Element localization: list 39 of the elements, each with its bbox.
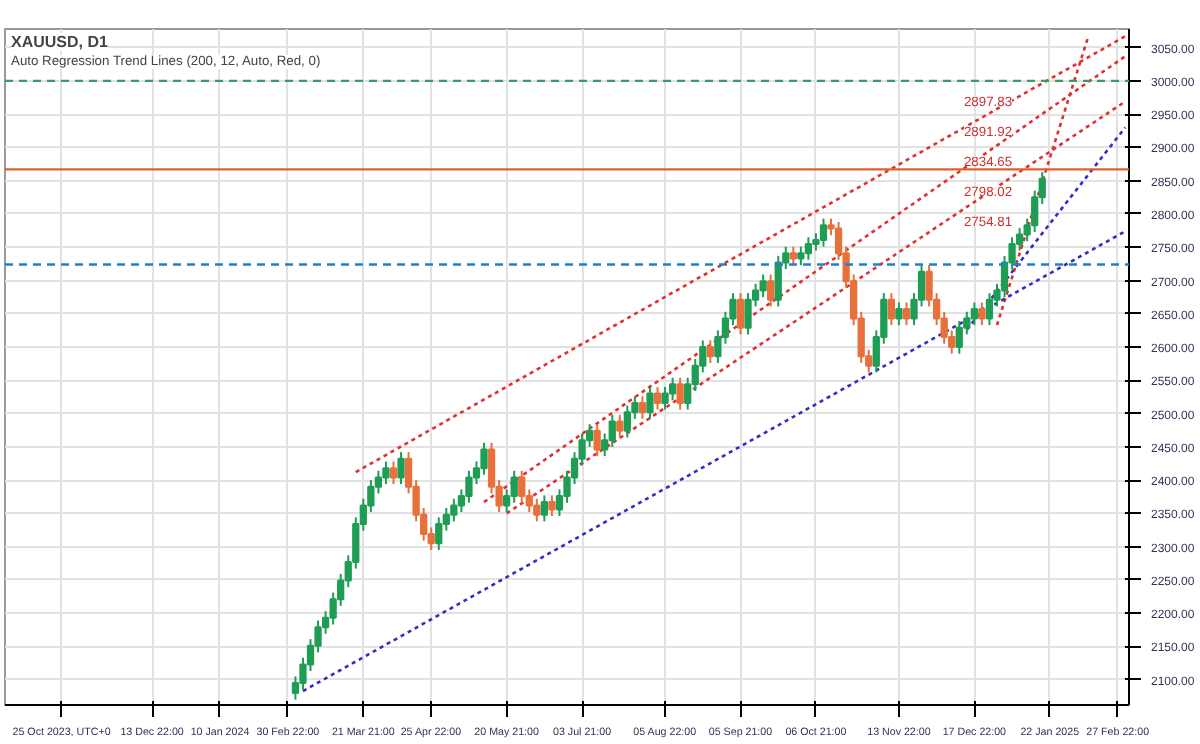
candlestick — [887, 292, 896, 327]
candlestick — [518, 469, 526, 504]
candlestick — [759, 273, 767, 299]
candlestick — [608, 413, 616, 448]
candlestick — [480, 441, 488, 476]
candlestick — [548, 494, 556, 518]
candlestick — [676, 376, 684, 411]
candlestick — [653, 385, 662, 411]
candlestick — [397, 451, 405, 486]
chart-title: XAUUSD, D1 — [11, 33, 110, 51]
candlestick — [616, 413, 624, 439]
candlestick — [789, 245, 797, 267]
candlestick — [902, 301, 911, 327]
candlestick — [661, 385, 669, 411]
candlestick — [895, 301, 903, 327]
candlestick — [797, 245, 805, 267]
candlestick — [736, 292, 745, 336]
candlestick — [510, 469, 518, 504]
candlestick — [804, 236, 813, 261]
candlestick — [450, 497, 458, 523]
candlestick — [668, 376, 677, 402]
candlestick — [593, 423, 601, 458]
candlestick — [646, 385, 654, 420]
candlestick — [978, 301, 986, 327]
candlestick — [435, 516, 443, 551]
candlestick — [389, 460, 398, 486]
candlestick — [985, 292, 994, 327]
candlestick — [706, 339, 714, 365]
candlestick — [533, 497, 541, 523]
candlestick — [623, 404, 631, 439]
candlestick — [767, 273, 775, 308]
candlestick — [970, 301, 978, 327]
candlestick — [955, 320, 963, 355]
candlestick — [638, 395, 647, 420]
candlestick — [382, 460, 390, 486]
candlestick — [465, 469, 473, 504]
candlestick — [744, 292, 752, 336]
candlestick — [540, 494, 549, 523]
candlestick — [819, 217, 828, 248]
